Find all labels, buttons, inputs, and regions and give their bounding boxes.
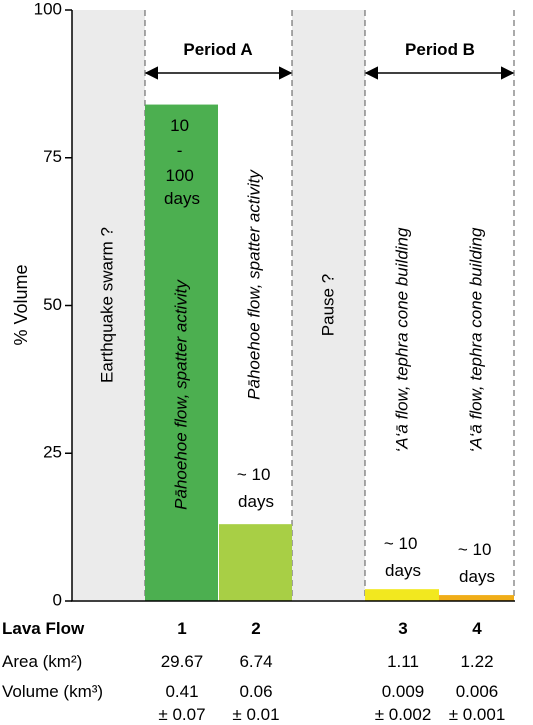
activity-label-3: ‘A‘ā flow, tephra cone building: [392, 227, 411, 452]
phase-band-1: [72, 10, 145, 600]
lava-flow-number: 2: [251, 619, 260, 638]
lava-flow-number: 3: [398, 619, 407, 638]
table-columns: 1 29.67 0.41 ± 0.07 2 6.74 0.06 ± 0.01 3 1.11 0.00…: [158, 619, 505, 724]
duration-label-3: ~ 10 days: [384, 534, 422, 580]
area-value: 1.11: [387, 652, 419, 671]
duration-label-2: ~ 10 days: [237, 465, 275, 511]
bar-lava-flow-3: [365, 589, 439, 601]
area-value: 29.67: [161, 652, 204, 671]
volume-error: ± 0.002: [375, 705, 432, 724]
period-a-label: Period A: [183, 40, 252, 59]
y-tick-label: 25: [43, 443, 62, 462]
y-ticks: 0 25 50 75 100: [34, 0, 72, 609]
y-tick-label: 0: [53, 590, 62, 609]
volume-value: 0.41: [165, 682, 198, 701]
activity-label-2: Pāhoehoe flow, spatter activity: [244, 169, 263, 400]
area-value: 1.22: [460, 652, 493, 671]
y-axis-title: % Volume: [11, 264, 31, 345]
bar-lava-flow-4: [439, 595, 514, 601]
phase-label-pause: Pause ?: [318, 274, 337, 336]
bar-lava-flow-2: [219, 524, 292, 601]
duration-label-1: 10 - 100 days: [164, 116, 200, 208]
volume-value: 0.006: [456, 682, 499, 701]
row-header-volume: Volume (km³): [2, 682, 103, 701]
volume-value: 0.06: [239, 682, 272, 701]
y-tick-label: 50: [43, 295, 62, 314]
row-header-lava-flow: Lava Flow: [2, 619, 85, 638]
period-b-label: Period B: [405, 40, 475, 59]
phase-band-2: [292, 10, 365, 600]
volume-error: ± 0.07: [158, 705, 205, 724]
lava-flow-number: 1: [177, 619, 186, 638]
bars: [145, 104, 514, 601]
activity-label-4: ‘A‘ā flow, tephra cone building: [466, 227, 485, 452]
y-tick-label: 100: [34, 0, 62, 18]
bar-lava-flow-1: [145, 104, 218, 601]
lava-flow-number: 4: [472, 619, 482, 638]
volume-value: 0.009: [382, 682, 425, 701]
area-value: 6.74: [239, 652, 272, 671]
row-header-area: Area (km²): [2, 652, 82, 671]
volume-error: ± 0.001: [449, 705, 506, 724]
y-tick-label: 75: [43, 147, 62, 166]
phase-label-earthquake: Earthquake swarm ?: [97, 227, 116, 383]
volume-error: ± 0.01: [232, 705, 279, 724]
activity-label-1: Pāhoehoe flow, spatter activity: [171, 279, 190, 510]
duration-label-4: ~ 10 days: [458, 540, 496, 586]
